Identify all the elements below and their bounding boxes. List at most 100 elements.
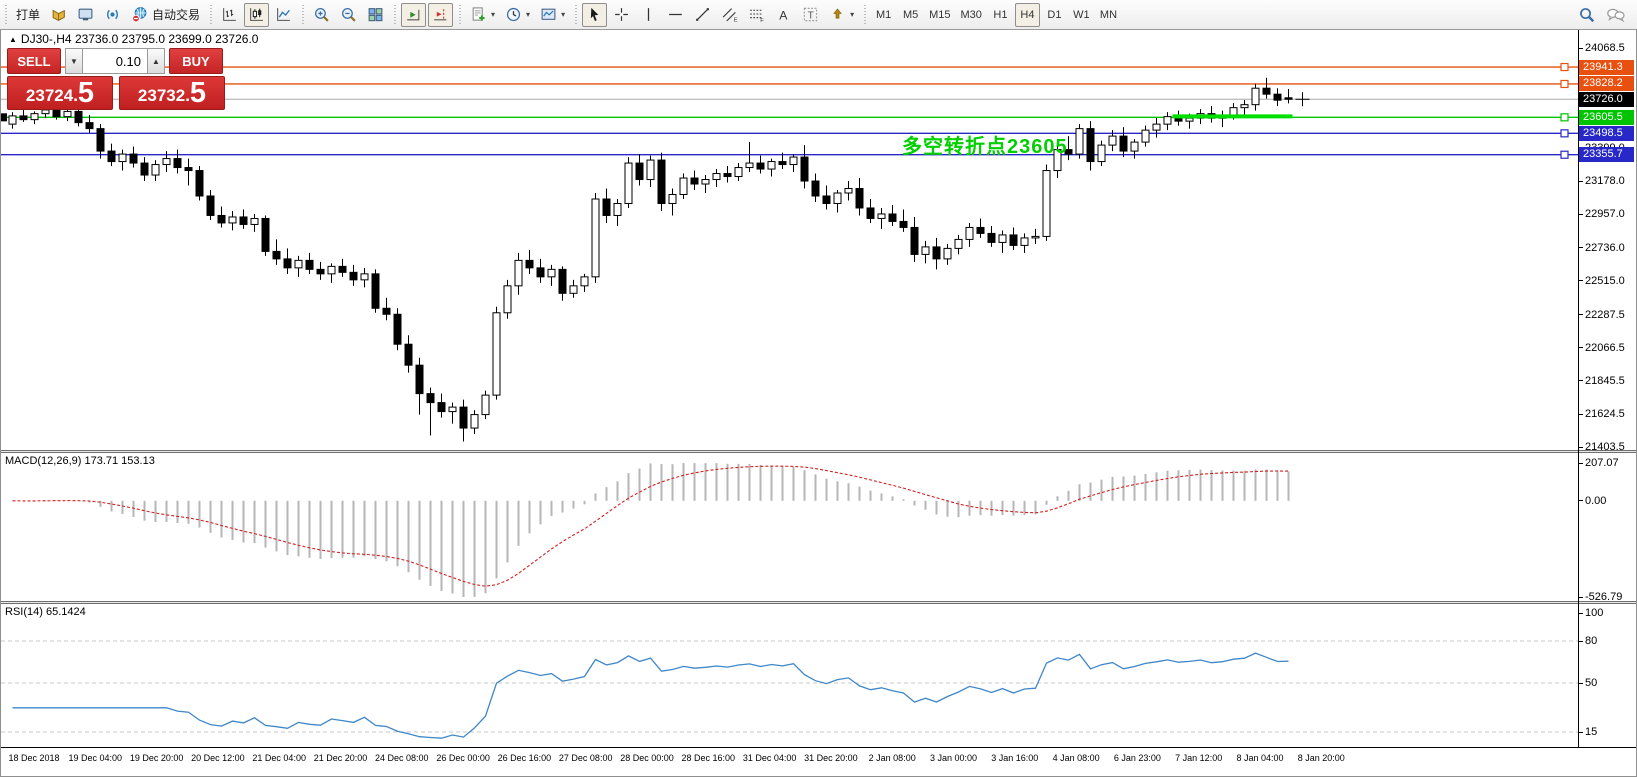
time-tick-label: 26 Dec 00:00	[436, 753, 490, 763]
toolbar-grip	[392, 4, 398, 25]
search-button[interactable]	[1574, 3, 1600, 27]
toolbar-right	[1573, 3, 1631, 27]
pane-splitter[interactable]	[1, 601, 1636, 604]
buy-price-main: 23732.	[137, 86, 190, 105]
buy-price-panel[interactable]: 23732. 5	[119, 76, 225, 110]
crosshair-icon	[613, 6, 630, 23]
dropdown-caret-icon[interactable]: ▾	[850, 10, 855, 19]
crosshair-button[interactable]	[609, 3, 634, 27]
timeframe-m1[interactable]: M1	[875, 8, 892, 21]
main-chart-pane[interactable]: ▲ DJ30-,H4 23736.0 23795.0 23699.0 23726.…	[1, 30, 1636, 450]
macd-label: MACD(12,26,9) 173.71 153.13	[5, 455, 155, 467]
symbol-ohlc-text: DJ30-,H4 23736.0 23795.0 23699.0 23726.0	[20, 32, 259, 46]
time-tick-label: 18 Dec 2018	[8, 753, 60, 763]
equidistant-channel-button[interactable]: E	[717, 3, 742, 27]
rsi-line	[12, 652, 1289, 739]
timeframe-m15[interactable]: M15	[929, 8, 951, 21]
level-handle[interactable]	[1560, 150, 1569, 159]
level-handle[interactable]	[1560, 62, 1569, 72]
time-tick-label: 21 Dec 20:00	[313, 753, 368, 763]
candles[interactable]	[8, 77, 1293, 442]
text-label-icon: T	[802, 6, 819, 23]
dropdown-caret-icon[interactable]: ▾	[491, 10, 496, 19]
dropdown-caret-icon[interactable]: ▾	[526, 10, 531, 19]
algo-trading-button[interactable]: 自动交易	[127, 3, 204, 27]
sell-price-panel[interactable]: 23724. 5	[7, 76, 113, 110]
level-handle[interactable]	[1560, 113, 1569, 122]
price-level-label: 23605.5	[1579, 109, 1634, 125]
pivot-annotation-text: 多空转折点23605	[902, 136, 1068, 158]
rsi-axis[interactable]: 1008050150	[1579, 604, 1636, 747]
line-chart-button[interactable]	[271, 3, 296, 27]
new-chart-icon	[470, 6, 487, 23]
dropdown-caret-icon[interactable]: ▾	[561, 10, 566, 19]
rsi-tick-label: 50	[1579, 676, 1597, 690]
level-handle[interactable]	[1560, 79, 1569, 89]
price-tick-label: 21403.5	[1579, 440, 1625, 450]
bar-chart-button[interactable]	[217, 3, 242, 27]
arrows-button[interactable]: ▾	[825, 3, 858, 27]
price-level-label: 23355.7	[1579, 147, 1634, 163]
timeframe-h1[interactable]: H1	[993, 8, 1008, 21]
toolbar-grip	[3, 4, 8, 25]
cursor-button[interactable]	[582, 2, 608, 27]
timeframe-mn[interactable]: MN	[1099, 8, 1118, 21]
object-anchor[interactable]	[1, 113, 7, 122]
zoom-in-button[interactable]	[309, 3, 334, 27]
time-tick-label: 27 Dec 08:00	[558, 753, 613, 763]
macd-pane[interactable]: MACD(12,26,9) 173.71 153.13 207.07 0.00 -5…	[1, 453, 1636, 601]
chat-button[interactable]	[1602, 3, 1630, 27]
volume-increase-button[interactable]: ▲	[147, 48, 165, 74]
timeframe-h4[interactable]: H4	[1014, 2, 1040, 27]
template-button[interactable]: ▾	[536, 3, 569, 27]
tile-windows-button[interactable]	[363, 3, 388, 27]
timeframe-m30[interactable]: M30	[960, 8, 982, 21]
macd-tick-label: 0.00	[1579, 494, 1606, 508]
time-axis[interactable]: 18 Dec 2018 19 Dec 04:00 19 Dec 20:00 20 De…	[1, 747, 1636, 775]
rsi-tick-label: 100	[1579, 606, 1603, 620]
toolbar-grip	[573, 4, 579, 25]
level-handle[interactable]	[1560, 129, 1569, 138]
signals-button[interactable]	[100, 3, 125, 27]
vertical-line-icon	[640, 6, 657, 23]
candlestick-chart[interactable]	[1, 30, 1578, 450]
new-order-button[interactable]: 打单	[12, 3, 44, 27]
price-tick-label: 22957.0	[1579, 207, 1625, 221]
zoom-in-icon	[313, 6, 330, 23]
rsi-tick-label: 15	[1579, 725, 1597, 739]
sell-button[interactable]: SELL	[7, 48, 61, 74]
market-watch-button[interactable]	[46, 3, 71, 27]
rsi-pane[interactable]: RSI(14) 65.1424 1008050150	[1, 604, 1636, 747]
timeframe-m5[interactable]: M5	[902, 8, 919, 21]
volume-decrease-button[interactable]: ▼	[65, 48, 83, 74]
new-chart-button[interactable]: ▾	[466, 3, 499, 27]
macd-axis[interactable]: 207.07 0.00 -526.79	[1579, 453, 1636, 601]
fibonacci-button[interactable]: F	[744, 3, 769, 27]
cursor-icon	[586, 6, 603, 23]
rsi-chart[interactable]	[1, 604, 1578, 747]
macd-chart[interactable]	[1, 453, 1578, 601]
buy-button[interactable]: BUY	[169, 48, 223, 74]
pane-splitter[interactable]	[1, 450, 1636, 453]
price-axis[interactable]: 24068.523399.023178.022957.022736.022515…	[1579, 30, 1636, 450]
price-level-label: 23828.2	[1579, 76, 1634, 92]
horizontal-line-button[interactable]	[663, 3, 688, 27]
trendline-button[interactable]	[690, 3, 715, 27]
text-button[interactable]: A	[771, 3, 796, 27]
period-button[interactable]: ▾	[501, 3, 534, 27]
text-label-button[interactable]: T	[798, 3, 823, 27]
time-tick-label: 19 Dec 04:00	[68, 753, 123, 763]
timeframe-w1[interactable]: W1	[1073, 8, 1090, 21]
candlestick-chart-button[interactable]	[244, 2, 270, 27]
zoom-out-icon	[340, 6, 357, 23]
timeframe-d1[interactable]: D1	[1047, 8, 1062, 21]
navigator-button[interactable]	[73, 3, 98, 27]
signals-icon	[104, 6, 121, 23]
vertical-line-button[interactable]	[636, 3, 661, 27]
equidistant-channel-icon: E	[721, 6, 738, 23]
chart-shift-button[interactable]	[428, 2, 454, 27]
zoom-out-button[interactable]	[336, 3, 361, 27]
auto-scroll-button[interactable]	[401, 2, 427, 27]
volume-input[interactable]	[83, 48, 147, 74]
